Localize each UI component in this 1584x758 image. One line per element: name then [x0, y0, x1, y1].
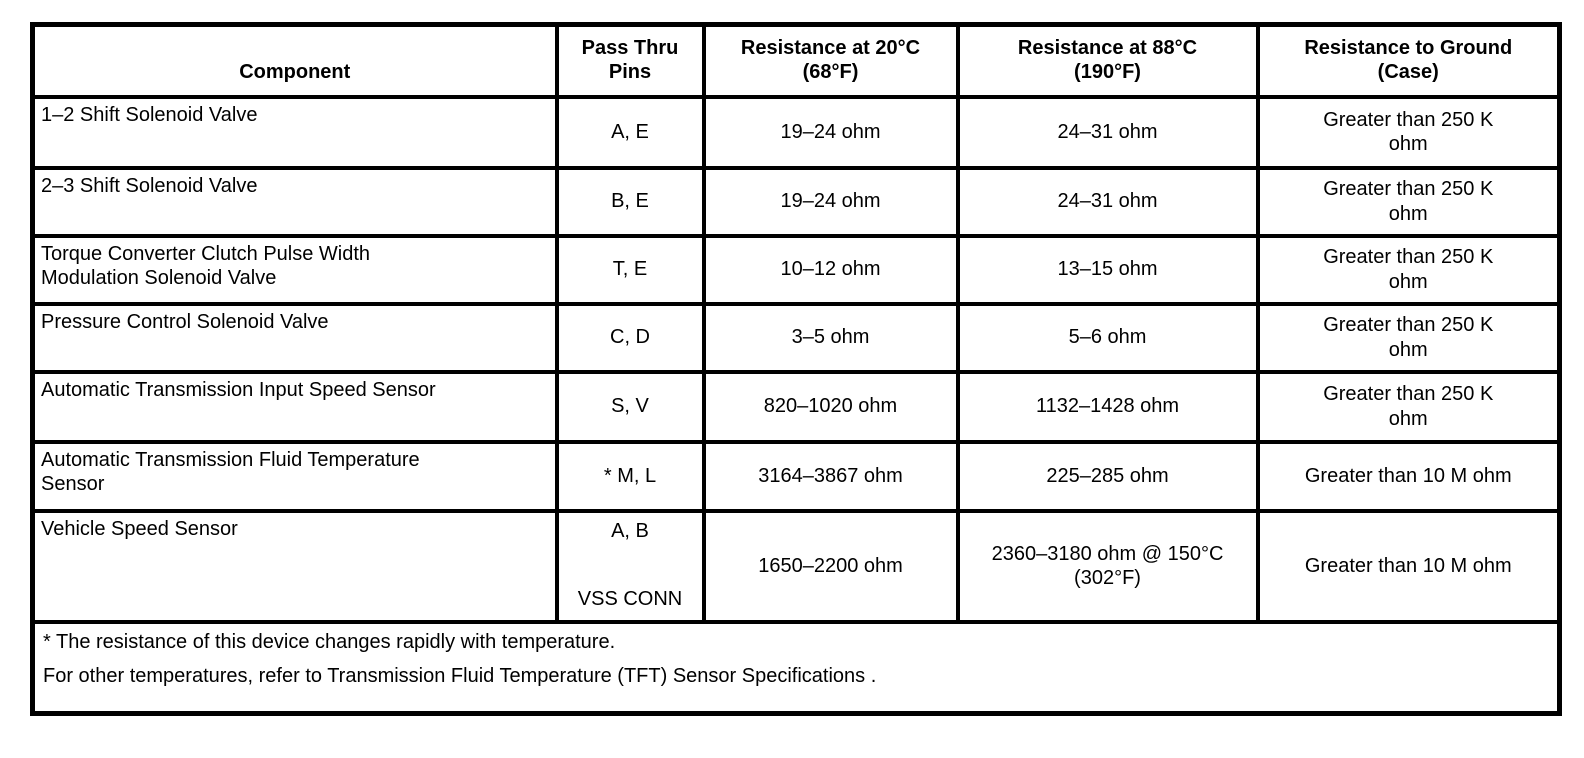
page: Component Pass Thru Pins Resistance at 20… [0, 22, 1584, 758]
header-ground-line2: (Case) [1377, 61, 1439, 84]
component-label: 1–2 Shift Solenoid Valve [41, 103, 258, 126]
resistance-20c-cell: 3–5 ohm [701, 301, 960, 374]
pins-cell: A, E [554, 94, 706, 170]
header-resistance-88c: Resistance at 88°C (190°F) [955, 22, 1260, 99]
pins-cell: S, V [554, 369, 706, 444]
resistance-88c-cell: 24–31 ohm [955, 165, 1260, 238]
resistance-ground-value: Greater than 250 K ohm [1323, 383, 1494, 430]
footnote-row: * The resistance of this device changes … [30, 619, 1562, 716]
table-row-2-3-shift-solenoid: 2–3 Shift Solenoid Valve B, E 19–24 ohm … [30, 165, 1562, 238]
resistance-88c-cell: 225–285 ohm [955, 439, 1260, 513]
resistance-88c-cell: 2360–3180 ohm @ 150°C (302°F) [955, 508, 1260, 624]
resistance-88c-cell: 5–6 ohm [955, 301, 1260, 374]
pins-cell: T, E [554, 233, 706, 306]
component-label: Automatic Transmission Input Speed Senso… [41, 378, 436, 401]
transmission-spec-table: Component Pass Thru Pins Resistance at 20… [30, 22, 1562, 716]
header-pass-thru-pins: Pass Thru Pins [554, 22, 706, 99]
table-row-tcc-pwm-solenoid: Torque Converter Clutch Pulse Width Modu… [30, 233, 1562, 306]
header-r88-line1: Resistance at 88°C [1017, 36, 1198, 59]
pins-split-container: A, B VSS CONN [561, 515, 700, 616]
header-resistance-20c: Resistance at 20°C (68°F) [701, 22, 960, 99]
table-row-1-2-shift-solenoid: 1–2 Shift Solenoid Valve A, E 19–24 ohm … [30, 94, 1562, 170]
footnote-cell: * The resistance of this device changes … [30, 619, 1562, 716]
resistance-20c-cell: 10–12 ohm [701, 233, 960, 306]
resistance-ground-cell: Greater than 10 M ohm [1255, 439, 1562, 513]
resistance-ground-cell: Greater than 250 K ohm [1255, 233, 1562, 306]
resistance-ground-cell: Greater than 250 K ohm [1255, 369, 1562, 444]
resistance-20c-cell: 19–24 ohm [701, 94, 960, 170]
resistance-ground-cell: Greater than 250 K ohm [1255, 94, 1562, 170]
header-pins-line1: Pass Thru [581, 36, 679, 59]
resistance-ground-cell: Greater than 250 K ohm [1255, 165, 1562, 238]
pins-top-value: A, B [611, 519, 649, 542]
resistance-20c-cell: 3164–3867 ohm [701, 439, 960, 513]
resistance-ground-cell: Greater than 10 M ohm [1255, 508, 1562, 624]
resistance-20c-cell: 820–1020 ohm [701, 369, 960, 444]
component-cell: Vehicle Speed Sensor [30, 508, 559, 624]
header-component: Component [30, 22, 559, 99]
component-cell: Automatic Transmission Input Speed Senso… [30, 369, 559, 444]
pins-cell: B, E [554, 165, 706, 238]
table-row-input-speed-sensor: Automatic Transmission Input Speed Senso… [30, 369, 1562, 444]
resistance-ground-value: Greater than 10 M ohm [1304, 554, 1512, 577]
header-row: Component Pass Thru Pins Resistance at 20… [30, 22, 1562, 99]
resistance-ground-value: Greater than 250 K ohm [1323, 314, 1494, 361]
header-r88-line2: (190°F) [1074, 61, 1141, 84]
resistance-88c-cell: 13–15 ohm [955, 233, 1260, 306]
table-row-fluid-temperature-sensor: Automatic Transmission Fluid Temperature… [30, 439, 1562, 513]
resistance-88c-cell: 24–31 ohm [955, 94, 1260, 170]
header-pins-line2: Pins [608, 61, 652, 84]
header-ground-line1: Resistance to Ground [1304, 36, 1513, 59]
pins-bottom-value: VSS CONN [577, 588, 683, 611]
resistance-ground-value: Greater than 250 K ohm [1323, 178, 1494, 225]
resistance-20c-cell: 1650–2200 ohm [701, 508, 960, 624]
component-label: Automatic Transmission Fluid Temperature… [41, 448, 420, 495]
component-cell: Torque Converter Clutch Pulse Width Modu… [30, 233, 559, 306]
component-cell: Automatic Transmission Fluid Temperature… [30, 439, 559, 513]
resistance-ground-value: Greater than 250 K ohm [1323, 108, 1494, 155]
resistance-ground-value: Greater than 10 M ohm [1304, 464, 1512, 487]
footnote-line2: For other temperatures, refer to Transmi… [43, 664, 877, 687]
resistance-ground-cell: Greater than 250 K ohm [1255, 301, 1562, 374]
component-label: Torque Converter Clutch Pulse Width Modu… [41, 242, 371, 289]
component-label: Vehicle Speed Sensor [41, 517, 238, 540]
resistance-20c-cell: 19–24 ohm [701, 165, 960, 238]
component-label: 2–3 Shift Solenoid Valve [41, 174, 258, 197]
component-label: Pressure Control Solenoid Valve [41, 310, 329, 333]
table-row-vehicle-speed-sensor: Vehicle Speed Sensor A, B VSS CONN 1650–… [30, 508, 1562, 624]
header-r20-line2: (68°F) [802, 61, 859, 84]
header-resistance-ground: Resistance to Ground (Case) [1255, 22, 1562, 99]
resistance-88c-cell: 1132–1428 ohm [955, 369, 1260, 444]
pins-cell: A, B VSS CONN [554, 508, 706, 624]
component-cell: 1–2 Shift Solenoid Valve [30, 94, 559, 170]
pins-cell: C, D [554, 301, 706, 374]
pins-cell: * M, L [554, 439, 706, 513]
component-cell: Pressure Control Solenoid Valve [30, 301, 559, 374]
resistance-ground-value: Greater than 250 K ohm [1323, 246, 1494, 293]
footnote-line1: * The resistance of this device changes … [43, 630, 616, 653]
table-row-pressure-control-solenoid: Pressure Control Solenoid Valve C, D 3–5… [30, 301, 1562, 374]
component-cell: 2–3 Shift Solenoid Valve [30, 165, 559, 238]
header-r20-line1: Resistance at 20°C [740, 36, 921, 59]
